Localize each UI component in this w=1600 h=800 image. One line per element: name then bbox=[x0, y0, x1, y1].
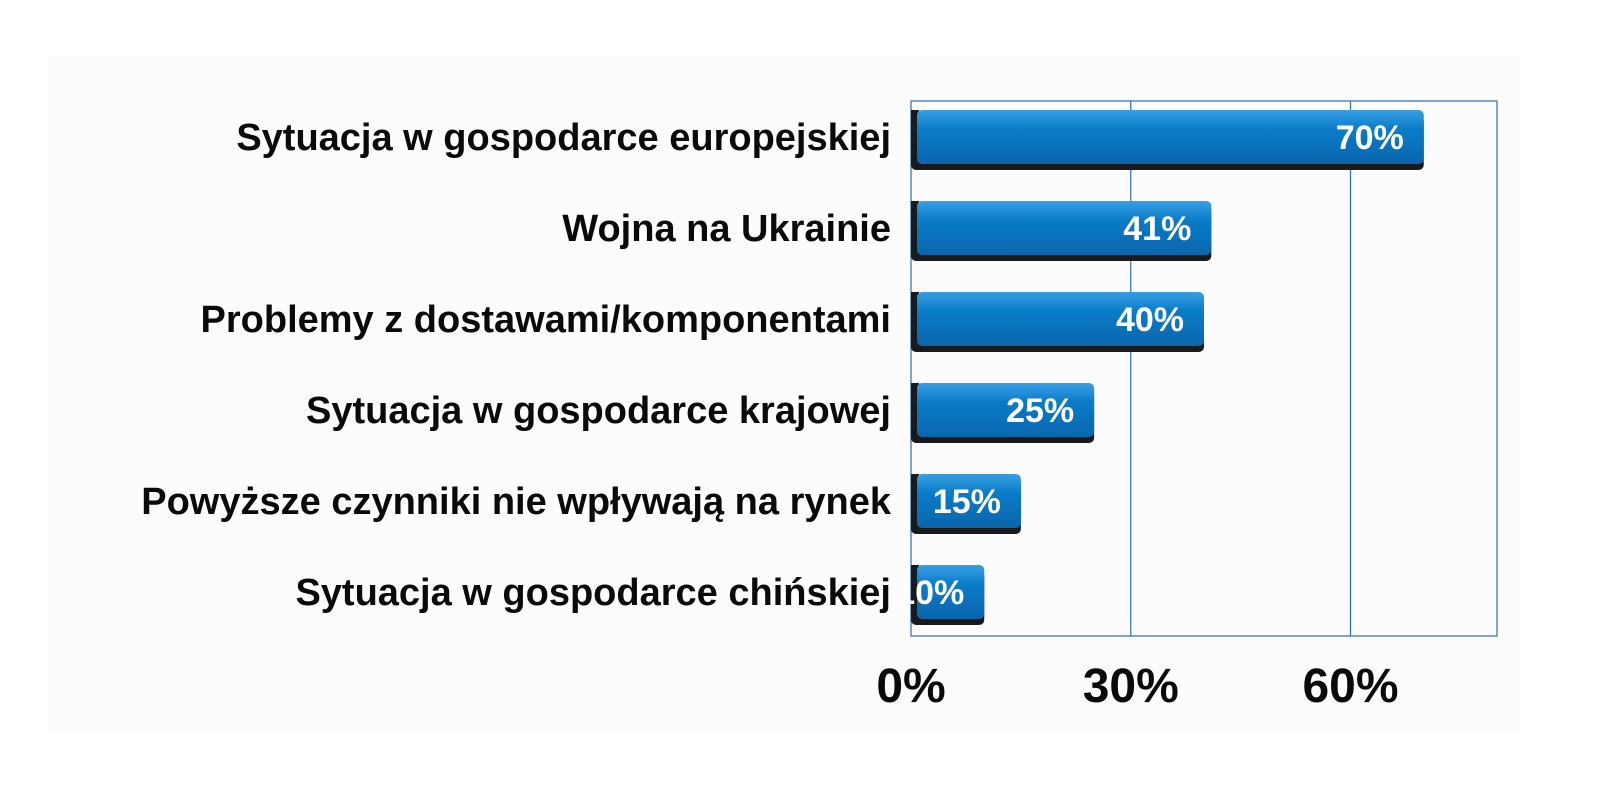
x-tick-label: 60% bbox=[1302, 660, 1398, 713]
bar-face bbox=[917, 565, 985, 619]
bar-value-label: 15% bbox=[933, 483, 1001, 521]
bar-face bbox=[917, 474, 1021, 528]
bar-face bbox=[917, 292, 1204, 346]
bars-layer: 70% 41% 40% 25% 15% 10% bbox=[896, 110, 1424, 625]
category-label: Sytuacja w gospodarce chińskiej bbox=[295, 572, 891, 614]
category-label: Sytuacja w gospodarce europejskiej bbox=[236, 117, 891, 159]
bar-value-label: 25% bbox=[1006, 392, 1074, 430]
category-label: Powyższe czynniki nie wpływają na rynek bbox=[141, 481, 892, 523]
x-tick-label: 30% bbox=[1083, 660, 1179, 713]
bar-left-edge bbox=[911, 474, 919, 528]
bar-3: 40% bbox=[911, 292, 1204, 352]
bar-highlight bbox=[919, 385, 1089, 388]
bar-1: 70% bbox=[911, 110, 1424, 170]
bar-left-edge bbox=[911, 565, 919, 619]
category-labels: Sytuacja w gospodarce europejskiej Wojna … bbox=[141, 117, 892, 614]
bar-value-label: 10% bbox=[896, 574, 964, 612]
bar-6: 10% bbox=[896, 565, 985, 625]
bar-5: 15% bbox=[911, 474, 1021, 534]
bar-face bbox=[917, 110, 1424, 164]
category-label: Problemy z dostawami/komponentami bbox=[201, 299, 891, 341]
bar-highlight bbox=[919, 203, 1206, 206]
bar-left-edge bbox=[911, 201, 919, 255]
bar-value-label: 40% bbox=[1116, 301, 1184, 339]
bar-highlight bbox=[919, 567, 979, 570]
bar-highlight bbox=[919, 476, 1015, 479]
bar-face bbox=[917, 383, 1095, 437]
bar-4: 25% bbox=[911, 383, 1095, 443]
bar-2: 41% bbox=[911, 201, 1212, 261]
grid-layer bbox=[910, 100, 1498, 637]
category-label: Wojna na Ukrainie bbox=[562, 208, 891, 250]
bar-highlight bbox=[919, 294, 1198, 297]
bar-value-label: 41% bbox=[1123, 210, 1191, 248]
x-axis-ticks: 0% 30% 60% bbox=[876, 660, 1398, 713]
plot-frame bbox=[910, 100, 1498, 637]
bar-face bbox=[917, 201, 1212, 255]
bar-left-edge bbox=[911, 292, 919, 346]
bar-left-edge bbox=[911, 110, 919, 164]
bar-highlight bbox=[919, 112, 1418, 115]
bar-left-edge bbox=[911, 383, 919, 437]
bar-value-label: 70% bbox=[1336, 119, 1404, 157]
category-label: Sytuacja w gospodarce krajowej bbox=[306, 390, 891, 432]
x-tick-label: 0% bbox=[876, 660, 945, 713]
